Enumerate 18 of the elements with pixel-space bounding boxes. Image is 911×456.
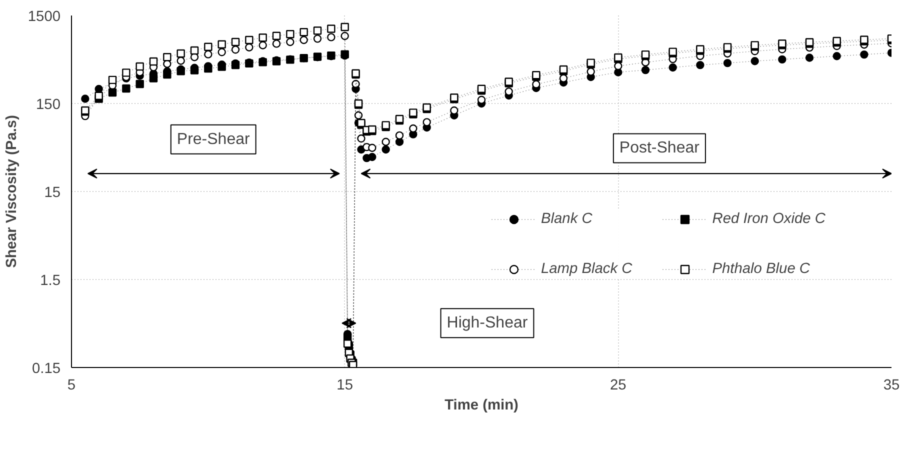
legend-label: Phthalo Blue C — [712, 261, 810, 277]
x-axis-title: Time (min) — [444, 398, 519, 414]
legend-label: Blank C — [541, 211, 592, 227]
legend-label: Red Iron Oxide C — [712, 211, 826, 227]
y-tick-label: 0.15 — [32, 361, 61, 377]
y-tick-label: 150 — [36, 97, 61, 113]
y-tick-label: 1.5 — [40, 273, 60, 289]
x-tick-label: 15 — [336, 378, 353, 394]
y-tick-label: 1500 — [28, 9, 61, 25]
y-axis-title: Shear Viscosity (Pa.s) — [4, 114, 20, 268]
x-tick-label: 5 — [67, 378, 76, 394]
legend-label: Lamp Black C — [541, 261, 632, 277]
y-tick-label: 15 — [44, 185, 61, 201]
x-tick-label: 25 — [610, 378, 626, 394]
annotation: Post-Shear — [619, 140, 700, 157]
annotation: High-Shear — [446, 314, 528, 332]
x-tick-label: 35 — [883, 378, 900, 394]
annotation: Pre-Shear — [176, 130, 250, 148]
